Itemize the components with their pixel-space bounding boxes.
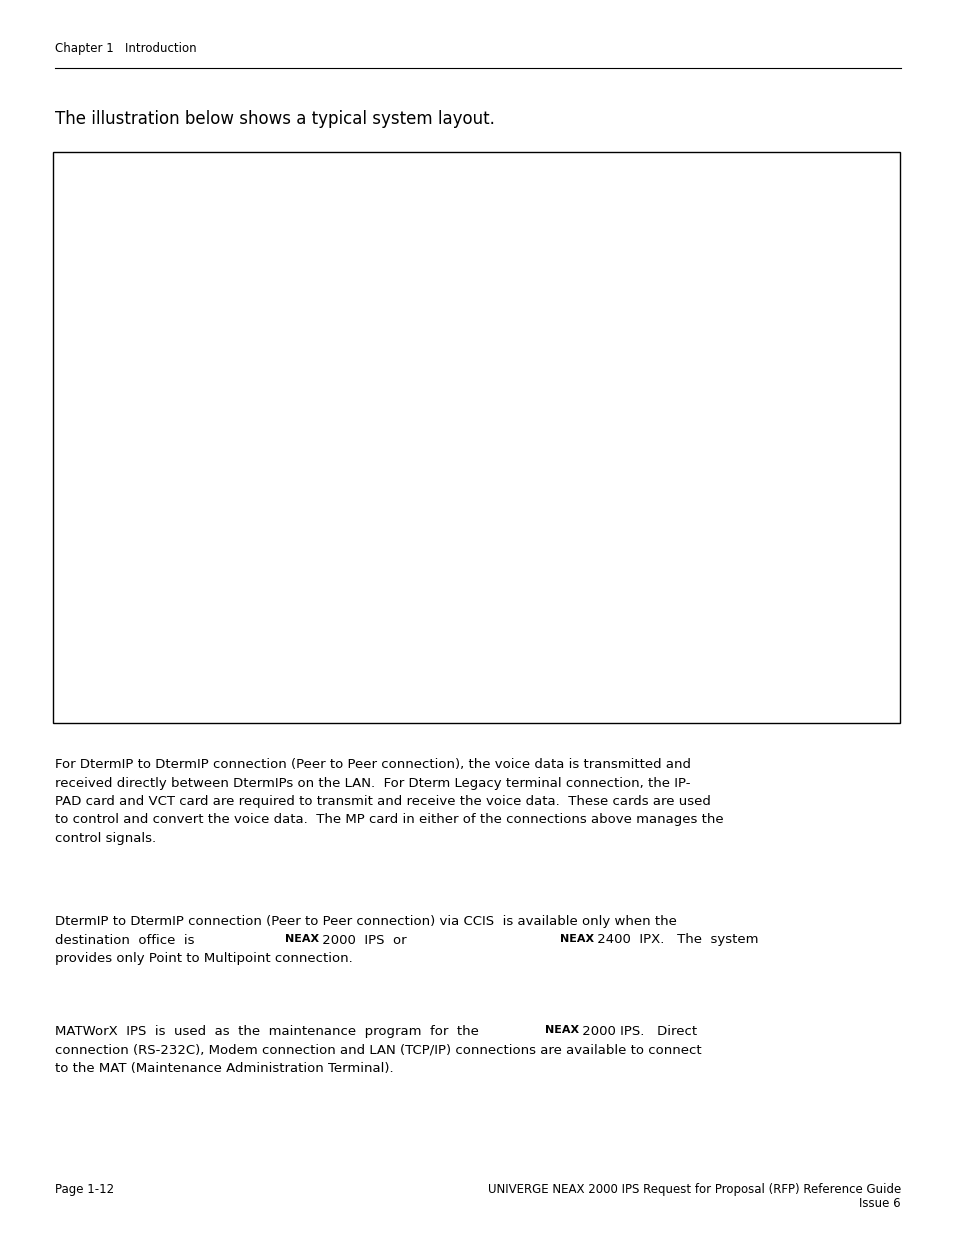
Text: PAD card and VCT card are required to transmit and receive the voice data.  Thes: PAD card and VCT card are required to tr… [55, 795, 710, 808]
Text: connection (RS-232C), Modem connection and LAN (TCP/IP) connections are availabl: connection (RS-232C), Modem connection a… [55, 1044, 700, 1056]
Text: MATWorX  IPS  is  used  as  the  maintenance  program  for  the: MATWorX IPS is used as the maintenance p… [55, 1025, 478, 1037]
Text: NEAX: NEAX [559, 934, 594, 944]
Text: Chapter 1   Introduction: Chapter 1 Introduction [55, 42, 196, 56]
Text: For DtermIP to DtermIP connection (Peer to Peer connection), the voice data is t: For DtermIP to DtermIP connection (Peer … [55, 758, 690, 771]
Text: provides only Point to Multipoint connection.: provides only Point to Multipoint connec… [55, 952, 353, 965]
Text: 2000  IPS  or: 2000 IPS or [317, 934, 406, 946]
Text: Issue 6: Issue 6 [859, 1197, 900, 1210]
Text: to control and convert the voice data.  The MP card in either of the connections: to control and convert the voice data. T… [55, 814, 723, 826]
Text: NEAX: NEAX [285, 934, 319, 944]
Text: UNIVERGE NEAX 2000 IPS Request for Proposal (RFP) Reference Guide: UNIVERGE NEAX 2000 IPS Request for Propo… [487, 1183, 900, 1195]
Text: received directly between DtermIPs on the LAN.  For Dterm Legacy terminal connec: received directly between DtermIPs on th… [55, 777, 690, 789]
Text: destination  office  is: destination office is [55, 934, 194, 946]
Text: Page 1-12: Page 1-12 [55, 1183, 114, 1195]
Bar [53, 152, 899, 722]
Text: The illustration below shows a typical system layout.: The illustration below shows a typical s… [55, 110, 495, 128]
Text: to the MAT (Maintenance Administration Terminal).: to the MAT (Maintenance Administration T… [55, 1062, 394, 1074]
Text: 2000 IPS.   Direct: 2000 IPS. Direct [578, 1025, 697, 1037]
Text: DtermIP to DtermIP connection (Peer to Peer connection) via CCIS  is available o: DtermIP to DtermIP connection (Peer to P… [55, 915, 677, 927]
Text: 2400  IPX.   The  system: 2400 IPX. The system [593, 934, 758, 946]
Text: control signals.: control signals. [55, 832, 156, 845]
Text: NEAX: NEAX [544, 1025, 578, 1035]
